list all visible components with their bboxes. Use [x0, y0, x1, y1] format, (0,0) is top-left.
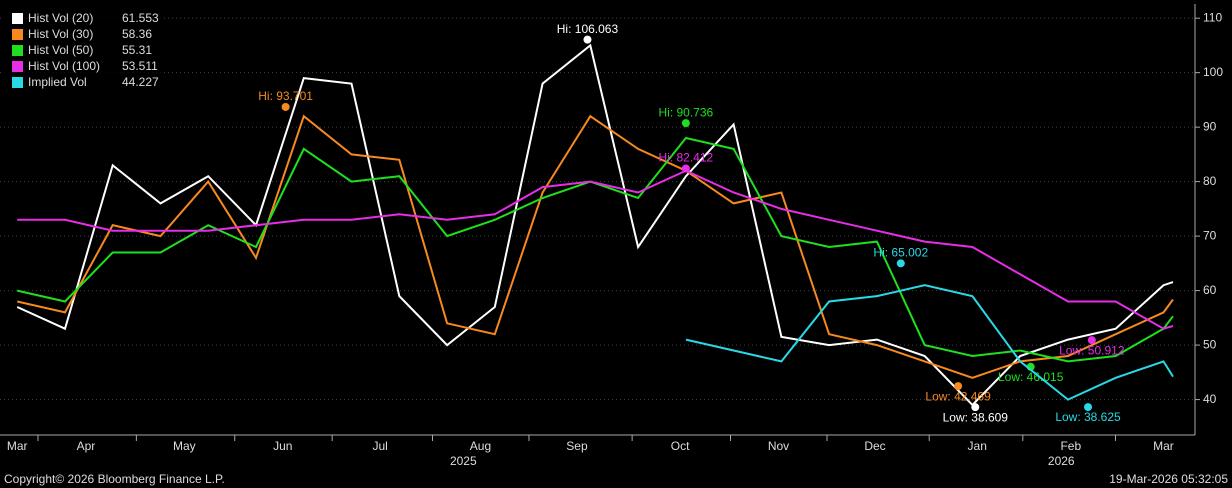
legend-swatch	[12, 77, 23, 88]
legend-swatch	[12, 61, 23, 72]
year-label: 2026	[1048, 454, 1075, 468]
legend-name: Hist Vol (20)	[28, 11, 93, 25]
y-tick-label: 50	[1203, 337, 1217, 351]
x-tick-label: Jan	[968, 439, 987, 453]
legend-swatch	[12, 13, 23, 24]
annotation-dot	[583, 35, 592, 44]
y-tick-label: 110	[1203, 10, 1222, 24]
annotation-label: Hi: 93.701	[258, 89, 313, 103]
x-tick-label: Aug	[470, 439, 491, 453]
annotation-label: Hi: 82.412	[659, 151, 714, 165]
legend-swatch	[12, 45, 23, 56]
annotation-label: Hi: 106.063	[557, 22, 619, 36]
x-tick-label: Apr	[77, 439, 96, 453]
legend-box	[4, 10, 164, 94]
legend-value: 61.553	[122, 11, 159, 25]
series-line	[685, 284, 1174, 401]
annotation-dot	[281, 102, 290, 111]
series-line	[16, 136, 1174, 363]
series-line	[16, 114, 1174, 379]
copyright: Copyright© 2026 Bloomberg Finance L.P.	[4, 472, 225, 486]
annotation-dot	[971, 403, 980, 412]
annotation-label: Low: 42.469	[925, 389, 991, 403]
series-line	[17, 169, 1174, 330]
y-tick-label: 40	[1203, 392, 1217, 406]
annotation-dot	[1087, 336, 1096, 345]
series-line	[16, 43, 1174, 407]
annotation-dot	[896, 259, 905, 268]
annotation-label: Low: 50.912	[1059, 343, 1125, 357]
y-tick-label: 100	[1203, 65, 1223, 79]
annotation-dot	[681, 119, 690, 128]
annotation-label: Low: 38.609	[943, 410, 1009, 424]
x-tick-label: May	[173, 439, 196, 453]
year-label: 2025	[450, 454, 477, 468]
annotation-label: Low: 38.625	[1055, 410, 1121, 424]
x-tick-label: Feb	[1060, 439, 1081, 453]
legend-value: 53.511	[122, 59, 158, 73]
x-tick-label: Mar	[1153, 439, 1174, 453]
legend-name: Hist Vol (50)	[28, 43, 93, 57]
y-tick-label: 90	[1203, 119, 1217, 133]
x-tick-label: Oct	[671, 439, 690, 453]
legend-swatch	[12, 29, 23, 40]
annotation-label: Low: 46.015	[998, 370, 1064, 384]
legend-name: Hist Vol (100)	[28, 59, 100, 73]
y-tick-label: 80	[1203, 174, 1217, 188]
legend-name: Hist Vol (30)	[28, 27, 93, 41]
y-tick-label: 70	[1203, 228, 1217, 242]
x-tick-label: Dec	[864, 439, 885, 453]
x-tick-label: Jun	[273, 439, 292, 453]
x-tick-label: Nov	[768, 439, 789, 453]
x-tick-label: Sep	[566, 439, 588, 453]
annotation-label: Hi: 90.736	[659, 105, 714, 119]
legend-value: 55.31	[122, 43, 152, 57]
timestamp: 19-Mar-2026 05:32:05	[1109, 472, 1228, 486]
annotation-dot	[681, 164, 690, 173]
legend-value: 58.36	[122, 27, 152, 41]
legend-name: Implied Vol	[28, 75, 87, 89]
x-tick-label: Jul	[373, 439, 388, 453]
annotation-dot	[1084, 403, 1093, 412]
x-tick-label: Mar	[7, 439, 28, 453]
y-tick-label: 60	[1203, 283, 1217, 297]
annotation-dot	[954, 382, 963, 391]
legend-value: 44.227	[122, 75, 159, 89]
annotation-label: Hi: 65.002	[873, 246, 928, 260]
